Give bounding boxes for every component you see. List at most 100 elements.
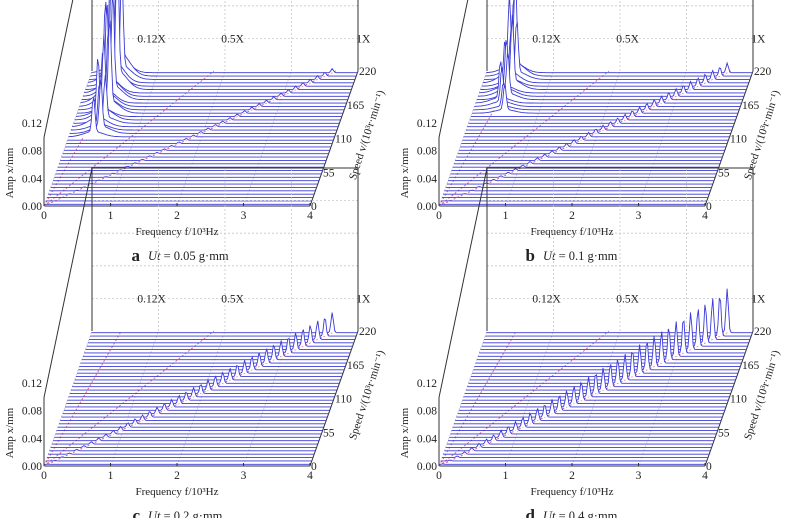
frequency-tick-label: 0 <box>436 210 442 222</box>
spectrum-slice <box>448 179 714 182</box>
order-line-0.12X <box>438 330 517 467</box>
frequency-axis-label: Frequency f/10³Hz <box>135 486 218 498</box>
spectrum-slices <box>44 0 358 205</box>
caption-value: = 0.05 g·mm <box>161 249 229 263</box>
spectrum-slice <box>464 128 731 134</box>
speed-tick-label: 165 <box>347 360 365 372</box>
spectrum-slice <box>446 438 713 445</box>
spectrum-slice <box>480 312 747 351</box>
spectrum-slice <box>462 381 729 401</box>
spectrum-slice <box>72 375 339 388</box>
panel-caption: Ut = 0.4 g·mm <box>543 509 618 518</box>
order-label-0.12X: 0.12X <box>137 293 166 305</box>
amp-axis-label: Amp x/mm <box>4 147 16 198</box>
spectrum-slice <box>486 288 753 334</box>
frequency-tick-label: 1 <box>108 470 114 482</box>
spectrum-slice <box>440 459 707 462</box>
spectrum-slice <box>65 145 331 148</box>
spectrum-slice <box>67 138 334 141</box>
speed-tick-label: 165 <box>742 100 760 112</box>
spectrum-slice <box>63 403 330 411</box>
spectrum-slice <box>474 336 741 367</box>
amp-tick-label: 0.08 <box>22 146 42 158</box>
spectrum-slices <box>439 288 753 465</box>
frequency-tick-label: 0 <box>436 470 442 482</box>
amp-tick-label: 0.04 <box>417 433 437 445</box>
spectrum-slice <box>91 312 358 334</box>
spectrum-slice <box>85 332 352 351</box>
grid-line-floor <box>43 70 93 207</box>
spectrum-slices <box>44 312 358 465</box>
amp-axis-label: Amp x/mm <box>399 407 411 458</box>
spectrum-slice <box>89 320 355 340</box>
spectrum-slice <box>63 148 330 151</box>
spectrum-slice <box>475 331 742 364</box>
spectrum-slice <box>77 360 343 374</box>
spectrum-slice <box>451 420 718 432</box>
frequency-tick-label: 4 <box>702 210 708 222</box>
spectrum-slice <box>479 320 746 354</box>
spectrum-slice <box>466 367 732 391</box>
speed-axis <box>704 330 754 467</box>
grid <box>43 0 359 207</box>
spectrum-slice <box>66 394 333 405</box>
spectrum-slice <box>445 442 712 448</box>
order-label-1X: 1X <box>751 293 766 305</box>
speed-axis <box>309 330 359 467</box>
order-line-0.12X <box>43 330 122 467</box>
amp-tick-label: 0.00 <box>417 201 437 213</box>
left-wall-edge <box>438 167 488 398</box>
spectrum-slice <box>466 124 732 131</box>
spectrum-slice <box>51 441 318 445</box>
caption-value: = 0.2 g·mm <box>161 509 223 518</box>
amp-tick-label: 0.12 <box>417 118 437 130</box>
spectrum-slice <box>65 398 331 408</box>
spectrum-slice <box>456 404 723 418</box>
frequency-tick-label: 1 <box>108 210 114 222</box>
order-line-1X <box>438 70 732 207</box>
speed-tick-label: 0 <box>311 201 317 213</box>
spectrum-slice <box>81 344 348 361</box>
order-label-0.12X: 0.12X <box>532 33 561 45</box>
frequency-tick-label: 3 <box>636 470 642 482</box>
speed-tick-label: 55 <box>323 427 335 439</box>
spectrum-slice <box>443 451 710 455</box>
spectrum-slice <box>69 384 336 394</box>
spectrum-slice <box>481 309 748 347</box>
speed-tick-label: 110 <box>730 134 747 146</box>
spectrum-slice <box>476 328 743 361</box>
amp-axis-label: Amp x/mm <box>4 407 16 458</box>
order-line-1X <box>43 70 337 207</box>
spectrum-slice <box>462 135 729 141</box>
frequency-tick-label: 1 <box>503 470 509 482</box>
spectrum-slice <box>460 142 726 148</box>
order-label-0.5X: 0.5X <box>616 33 639 45</box>
frequency-tick-label: 2 <box>174 470 180 482</box>
speed-tick-label: 0 <box>706 461 712 473</box>
spectrum-slice <box>460 390 726 408</box>
order-label-1X: 1X <box>356 33 371 45</box>
spectrum-slice <box>446 182 713 185</box>
spectrum-slice <box>478 321 744 357</box>
spectrum-slice <box>452 164 719 168</box>
spectrum-slice <box>53 437 319 442</box>
spectrum-slice <box>75 365 342 378</box>
order-line-0.5X <box>438 70 610 207</box>
spectrum-slice <box>455 408 722 421</box>
frequency-axis-label: Frequency f/10³Hz <box>530 226 613 238</box>
frequency-tick-label: 3 <box>636 210 642 222</box>
spectrum-slice <box>457 399 724 415</box>
spectrum-slice <box>457 149 724 155</box>
grid-line-floor <box>638 70 687 207</box>
order-label-1X: 1X <box>751 33 766 45</box>
speed-axis <box>704 70 754 207</box>
speed-tick-label: 110 <box>335 134 352 146</box>
spectrum-slice <box>57 165 324 168</box>
amp-axis-label: Amp x/mm <box>399 147 411 198</box>
order-line-1X <box>438 330 732 467</box>
order-label-0.12X: 0.12X <box>532 293 561 305</box>
